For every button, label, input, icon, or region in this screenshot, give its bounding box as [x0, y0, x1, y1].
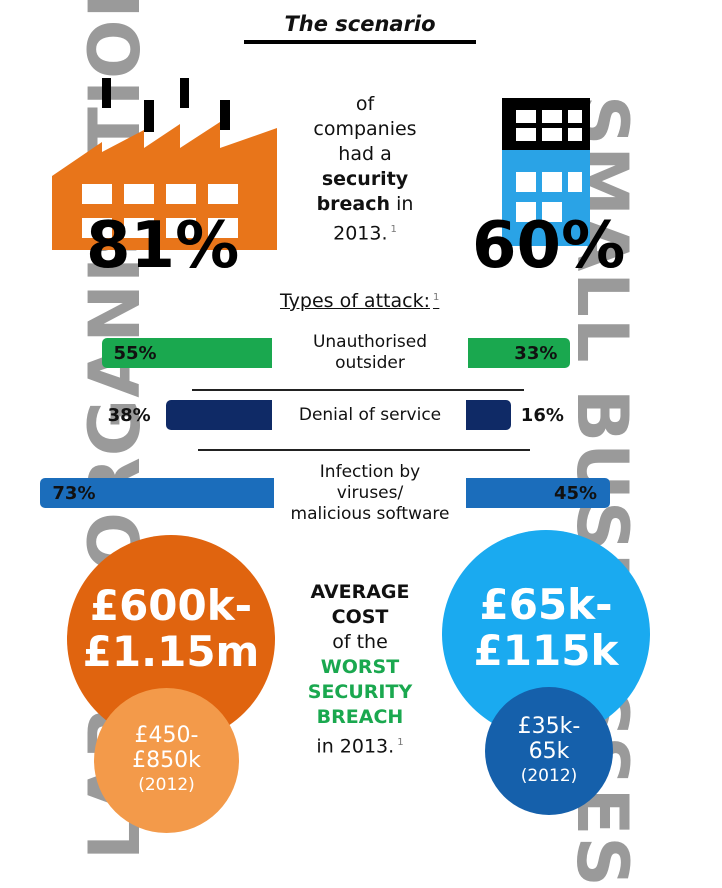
small-cost-2013-line1: £65k-: [479, 580, 613, 629]
cost-text-line6: BREACH: [316, 706, 404, 728]
small-cost-2012-line1: £35k-: [517, 713, 581, 739]
large-cost-2012-line2: £850k: [132, 748, 201, 773]
attack-category-0: Unauthorised outsider: [312, 332, 428, 373]
large-cost-2013-line2: £1.15m: [82, 627, 260, 676]
attack-category-1: Denial of service: [298, 404, 442, 425]
attack-bar-small-0: [468, 338, 571, 368]
small-cost-2012-line2: 65k: [528, 738, 570, 764]
cost-text-line5: SECURITY: [307, 681, 413, 703]
breach-text-bold1: security: [321, 168, 409, 190]
cost-text-line3: of the: [332, 631, 388, 653]
side-label-small-businesses: SMALL BUSINESSES: [561, 0, 722, 888]
large-cost-2012-year: (2012): [138, 775, 195, 795]
cost-text-line2: COST: [331, 606, 389, 628]
cost-footnote: 1: [397, 737, 404, 748]
cost-text-line4: WORST: [320, 656, 400, 678]
large-cost-2012-circle: £450- £850k (2012): [94, 688, 239, 833]
breach-text-line5: breach in: [295, 192, 435, 217]
breach-footnote: 1: [390, 224, 397, 235]
breach-description: of companies had a security breach in 20…: [295, 92, 435, 246]
breach-text-line6: 2013. 1: [295, 217, 435, 246]
attack-value-small-1: 16%: [520, 405, 564, 426]
breach-text-line1: of: [355, 93, 375, 115]
attack-heading-text: Types of attack:: [280, 290, 430, 312]
large-cost-2013-circle: £600k- £1.15m: [67, 535, 275, 743]
breach-text-bold2: breach: [316, 193, 391, 215]
factory-icon: [52, 78, 277, 250]
cost-description: AVERAGE COST of the WORST SECURITY BREAC…: [290, 580, 430, 759]
attack-bar-large-1: [165, 400, 272, 430]
small-cost-2012-year: (2012): [520, 765, 578, 786]
small-breach-percent: 60%: [472, 209, 626, 283]
breach-text-line3: had a: [338, 143, 392, 165]
large-cost-2012-line1: £450-: [134, 723, 199, 748]
attack-divider-2: [198, 449, 530, 451]
cost-text-year: in 2013.: [316, 735, 395, 758]
cost-text-line7: in 2013. 1: [290, 730, 430, 759]
large-cost-2013-line1: £600k-: [89, 581, 253, 630]
breach-text-year: 2013.: [333, 222, 388, 245]
small-cost-2012-circle: £35k- 65k (2012): [485, 687, 613, 815]
office-building-icon: [502, 98, 590, 246]
page-title: The scenario: [284, 12, 436, 36]
title-underline: [244, 40, 476, 44]
attack-bar-small-1: [466, 400, 511, 430]
breach-text-in: in: [396, 193, 414, 215]
attack-value-small-0: 33%: [514, 343, 558, 364]
small-cost-2013-circle: £65k- £115k: [442, 530, 650, 738]
breach-text-line2: companies: [313, 118, 417, 140]
attack-category-2: Infection by viruses/malicious software: [290, 461, 450, 524]
small-cost-2013-line2: £115k: [473, 626, 619, 675]
cost-text-line1: AVERAGE: [310, 581, 410, 603]
attack-divider-1: [192, 389, 524, 391]
attack-heading: Types of attack: 1: [280, 290, 439, 312]
large-breach-percent: 81%: [86, 209, 240, 283]
attack-heading-footnote: 1: [432, 291, 440, 303]
